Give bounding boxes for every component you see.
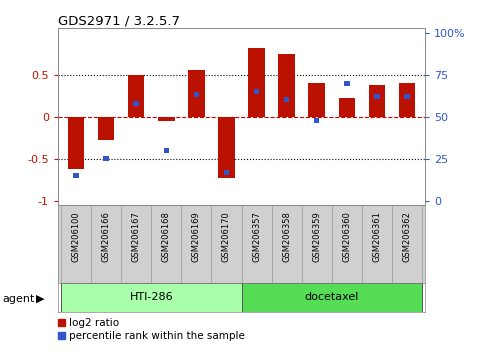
Text: GSM206169: GSM206169 <box>192 212 201 262</box>
Bar <box>242 283 422 312</box>
Bar <box>188 70 205 117</box>
Bar <box>224 170 229 175</box>
Text: HTI-286: HTI-286 <box>129 292 173 302</box>
Bar <box>404 94 410 99</box>
Text: GSM206360: GSM206360 <box>342 212 351 262</box>
Text: GSM206362: GSM206362 <box>402 212 412 262</box>
Bar <box>194 92 199 97</box>
Text: GSM206167: GSM206167 <box>132 212 141 262</box>
Text: docetaxel: docetaxel <box>305 292 359 302</box>
Bar <box>68 117 85 169</box>
Bar <box>314 118 319 123</box>
Text: GSM206100: GSM206100 <box>71 212 81 262</box>
Bar <box>98 117 114 141</box>
Bar <box>133 101 139 106</box>
Bar <box>248 48 265 117</box>
Text: GSM206357: GSM206357 <box>252 212 261 262</box>
Bar <box>158 117 174 121</box>
Text: ▶: ▶ <box>36 294 45 304</box>
Bar <box>218 117 235 177</box>
Text: GDS2971 / 3.2.5.7: GDS2971 / 3.2.5.7 <box>58 14 180 27</box>
Text: agent: agent <box>2 294 35 304</box>
Bar <box>128 75 144 117</box>
Bar <box>73 173 79 178</box>
Bar <box>369 85 385 117</box>
Text: GSM206359: GSM206359 <box>312 212 321 262</box>
Bar <box>278 55 295 117</box>
Text: GSM206166: GSM206166 <box>101 212 111 262</box>
Text: GSM206170: GSM206170 <box>222 212 231 262</box>
Bar <box>284 97 289 103</box>
Text: GSM206358: GSM206358 <box>282 212 291 262</box>
Bar <box>164 148 169 153</box>
Bar <box>374 94 380 99</box>
Text: GSM206361: GSM206361 <box>372 212 382 262</box>
Legend: log2 ratio, percentile rank within the sample: log2 ratio, percentile rank within the s… <box>54 314 249 345</box>
Bar <box>61 283 242 312</box>
Bar <box>103 156 109 161</box>
Bar <box>339 98 355 117</box>
Bar <box>309 83 325 117</box>
Bar <box>344 81 350 86</box>
Bar <box>398 83 415 117</box>
Text: GSM206168: GSM206168 <box>162 212 171 262</box>
Bar <box>254 89 259 94</box>
